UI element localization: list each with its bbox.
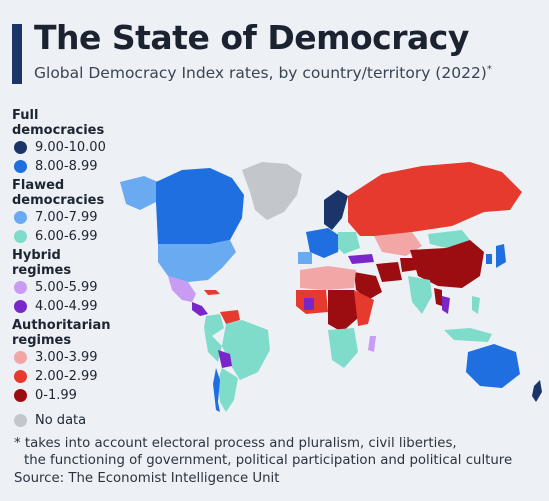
region-canada [156, 168, 244, 244]
subtitle-footnote-marker: * [486, 64, 492, 75]
legend-item: 0-1.99 [12, 386, 152, 405]
region-western-europe [306, 228, 340, 258]
legend-swatch [14, 281, 27, 294]
legend-swatch [14, 141, 27, 154]
region-bolivia [218, 350, 232, 368]
region-usa [158, 240, 236, 282]
region-turkey [348, 254, 374, 264]
legend-swatch [14, 389, 27, 402]
title-accent-bar [12, 24, 22, 84]
region-argentina [218, 368, 238, 412]
region-indonesia [444, 328, 492, 342]
region-east-africa [354, 290, 374, 326]
region-central-america [192, 302, 208, 316]
legend-label: 2.00-2.99 [35, 369, 98, 384]
map-legend: Full democracies 9.00-10.00 8.00-8.99 Flawe… [12, 108, 152, 432]
region-southern-africa [328, 328, 358, 368]
legend-swatch [14, 414, 27, 427]
legend-item: 3.00-3.99 [12, 348, 152, 367]
footnote-line-2: the functioning of government, political… [24, 453, 513, 468]
page-subtitle: Global Democracy Index rates, by country… [34, 64, 492, 82]
region-afghanistan [400, 258, 416, 272]
region-north-africa [300, 266, 356, 290]
region-cuba [204, 290, 220, 295]
region-alaska [120, 176, 158, 210]
legend-group-title: Authoritarian regimes [12, 318, 111, 348]
footnote: * takes into account electoral process a… [14, 435, 512, 469]
legend-item: 8.00-8.99 [12, 157, 152, 176]
legend-swatch [14, 300, 27, 313]
legend-group-title: Full democracies [12, 108, 105, 138]
region-venezuela [220, 310, 240, 324]
region-madagascar [368, 336, 376, 352]
legend-item: 4.00-4.99 [12, 297, 152, 316]
region-japan [496, 244, 506, 268]
region-iran [376, 262, 402, 282]
page-title: The State of Democracy [34, 18, 469, 57]
world-map-svg [120, 162, 542, 412]
legend-group-title: Hybrid regimes [12, 248, 72, 278]
legend-group: No data [12, 411, 152, 430]
region-russia [348, 162, 522, 236]
region-china [410, 240, 484, 288]
legend-label: 6.00-6.99 [35, 229, 98, 244]
legend-swatch [14, 160, 27, 173]
region-south-korea [486, 254, 492, 264]
legend-swatch [14, 351, 27, 364]
region-central-africa [328, 290, 358, 332]
legend-group: Authoritarian regimes 3.00-3.99 2.00-2.99 0… [12, 318, 152, 405]
legend-group-title: Flawed democracies [12, 178, 105, 208]
region-mexico [168, 276, 196, 302]
region-thailand [442, 296, 450, 314]
region-iberia [298, 252, 312, 264]
world-map [92, 140, 549, 415]
legend-label: No data [35, 413, 87, 428]
legend-group: Hybrid regimes 5.00-5.99 4.00-4.99 [12, 248, 152, 316]
legend-item: 6.00-6.99 [12, 227, 152, 246]
subtitle-text: Global Democracy Index rates, by country… [34, 64, 487, 83]
legend-item: 9.00-10.00 [12, 138, 152, 157]
region-new-zealand [532, 380, 542, 402]
region-scandinavia [324, 190, 348, 230]
region-australia [466, 344, 520, 388]
legend-label: 9.00-10.00 [35, 140, 106, 155]
source-note: Source: The Economist Intelligence Unit [14, 471, 280, 486]
legend-item: No data [12, 411, 152, 430]
region-brazil [222, 320, 270, 380]
legend-item: 5.00-5.99 [12, 278, 152, 297]
legend-swatch [14, 211, 27, 224]
region-colombia [204, 314, 224, 336]
region-sahel [304, 298, 314, 310]
region-peru [204, 328, 222, 362]
region-philippines [472, 296, 480, 314]
region-chile [213, 368, 220, 412]
legend-item: 7.00-7.99 [12, 208, 152, 227]
legend-label: 5.00-5.99 [35, 280, 98, 295]
region-eastern-europe [338, 232, 360, 254]
legend-swatch [14, 370, 27, 383]
legend-label: 4.00-4.99 [35, 299, 98, 314]
legend-label: 8.00-8.99 [35, 159, 98, 174]
region-saudi-arabia [354, 272, 382, 300]
legend-group: Full democracies 9.00-10.00 8.00-8.99 [12, 108, 152, 176]
region-india [408, 276, 432, 314]
region-greenland [242, 162, 302, 220]
footnote-line-1: * takes into account electoral process a… [14, 436, 457, 451]
legend-label: 0-1.99 [35, 388, 77, 403]
legend-swatch [14, 230, 27, 243]
legend-label: 3.00-3.99 [35, 350, 98, 365]
region-myanmar [434, 288, 442, 306]
legend-group: Flawed democracies 7.00-7.99 6.00-6.99 [12, 178, 152, 246]
legend-label: 7.00-7.99 [35, 210, 98, 225]
legend-item: 2.00-2.99 [12, 367, 152, 386]
